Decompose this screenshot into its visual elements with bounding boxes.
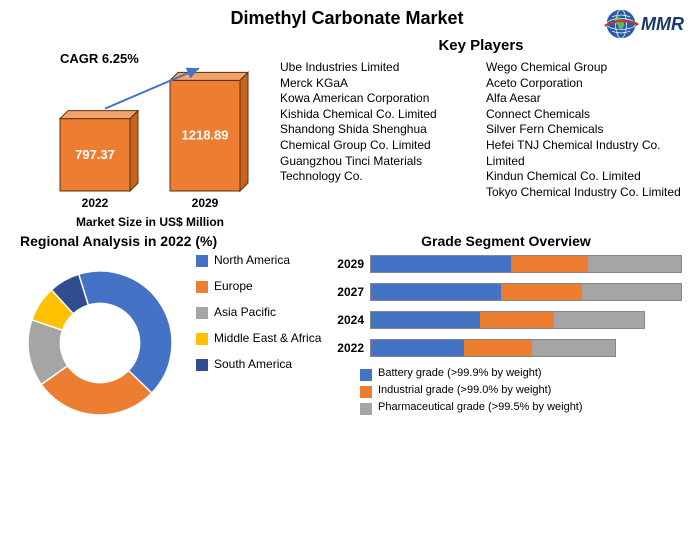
key-player-item: Hefei TNJ Chemical Industry Co. Limited — [486, 138, 682, 169]
grade-row: 2027 — [330, 283, 682, 301]
svg-text:2029: 2029 — [192, 196, 219, 210]
grade-segment — [554, 312, 644, 328]
legend-item: Middle East & Africa — [196, 331, 321, 345]
logo-text: MMR — [641, 14, 684, 35]
legend-label: Pharmaceutical grade (>99.5% by weight) — [378, 401, 583, 413]
key-player-item: Ube Industries Limited — [280, 60, 476, 76]
svg-text:2022: 2022 — [82, 196, 109, 210]
legend-item: Asia Pacific — [196, 305, 321, 319]
legend-item: Industrial grade (>99.0% by weight) — [360, 384, 682, 398]
key-players: Key Players Ube Industries LimitedMerck … — [280, 37, 694, 229]
legend-label: Middle East & Africa — [214, 331, 321, 345]
grade-segment — [532, 340, 615, 356]
grade-bar — [370, 311, 645, 329]
grade-bar — [370, 255, 682, 273]
grade-segment — [588, 256, 681, 272]
key-player-item: Shandong Shida Shenghua Chemical Group C… — [280, 122, 476, 153]
key-players-col1: Ube Industries LimitedMerck KGaAKowa Ame… — [280, 60, 476, 200]
regional-legend: North America Europe Asia Pacific Middle Ea… — [190, 253, 321, 383]
grade-segment — [480, 312, 554, 328]
donut-chart-svg — [10, 253, 190, 433]
grade-segment — [371, 284, 501, 300]
grade-segment — [511, 256, 589, 272]
legend-item: North America — [196, 253, 321, 267]
grade-bar — [370, 339, 616, 357]
grade-year-label: 2027 — [330, 285, 370, 299]
key-player-item: Alfa Aesar — [486, 91, 682, 107]
legend-item: Battery grade (>99.9% by weight) — [360, 367, 682, 381]
key-player-item: Kishida Chemical Co. Limited — [280, 107, 476, 123]
svg-text:1218.89: 1218.89 — [182, 128, 229, 143]
globe-icon — [603, 6, 639, 42]
grade-segment — [501, 284, 582, 300]
grade-segment — [464, 340, 532, 356]
key-player-item: Kindun Chemical Co. Limited — [486, 169, 682, 185]
legend-item: Europe — [196, 279, 321, 293]
legend-item: Pharmaceutical grade (>99.5% by weight) — [360, 401, 682, 415]
grade-row: 2022 — [330, 339, 682, 357]
legend-label: Battery grade (>99.9% by weight) — [378, 367, 542, 379]
bottom-row: Regional Analysis in 2022 (%) North Amer… — [0, 233, 694, 438]
legend-swatch — [196, 307, 208, 319]
grade-bar — [370, 283, 682, 301]
regional-analysis: Regional Analysis in 2022 (%) North Amer… — [0, 233, 330, 438]
key-player-item: Merck KGaA — [280, 76, 476, 92]
legend-swatch — [196, 333, 208, 345]
page-title: Dimethyl Carbonate Market — [0, 0, 694, 29]
regional-title: Regional Analysis in 2022 (%) — [20, 233, 330, 249]
key-player-item: Kowa American Corporation — [280, 91, 476, 107]
bar-chart-svg: 797.37 2022 1218.89 2029 — [20, 43, 280, 213]
legend-swatch — [360, 386, 372, 398]
grade-year-label: 2029 — [330, 257, 370, 271]
grade-segment — [371, 340, 464, 356]
key-player-item: Connect Chemicals — [486, 107, 682, 123]
grade-row: 2024 — [330, 311, 682, 329]
legend-swatch — [196, 255, 208, 267]
grade-segment — [371, 256, 511, 272]
key-player-item: Guangzhou Tinci Materials Technology Co. — [280, 154, 476, 185]
legend-label: Europe — [214, 279, 253, 293]
legend-swatch — [196, 281, 208, 293]
legend-swatch — [196, 359, 208, 371]
cagr-label: CAGR 6.25% — [60, 51, 139, 66]
grade-segment — [582, 284, 681, 300]
grade-row: 2029 — [330, 255, 682, 273]
grade-year-label: 2022 — [330, 341, 370, 355]
key-player-item: Wego Chemical Group — [486, 60, 682, 76]
key-player-item: Tokyo Chemical Industry Co. Limited — [486, 185, 682, 201]
legend-label: Asia Pacific — [214, 305, 276, 319]
key-player-item: Aceto Corporation — [486, 76, 682, 92]
legend-item: South America — [196, 357, 321, 371]
svg-text:797.37: 797.37 — [75, 147, 115, 162]
key-player-item: Silver Fern Chemicals — [486, 122, 682, 138]
grade-year-label: 2024 — [330, 313, 370, 327]
grade-bars: 2029 2027 2024 2022 — [330, 255, 682, 357]
market-size-chart: CAGR 6.25% 797.37 2022 1218.89 2029 Market … — [0, 37, 280, 229]
logo: MMR — [603, 6, 684, 42]
grade-segment — [371, 312, 480, 328]
grade-segment: Grade Segment Overview 2029202720242022 … — [330, 233, 694, 438]
legend-label: South America — [214, 357, 292, 371]
top-row: CAGR 6.25% 797.37 2022 1218.89 2029 Market … — [0, 37, 694, 229]
legend-label: Industrial grade (>99.0% by weight) — [378, 384, 551, 396]
grade-legend: Battery grade (>99.9% by weight) Industri… — [330, 367, 682, 415]
market-size-caption: Market Size in US$ Million — [20, 215, 280, 229]
key-players-col2: Wego Chemical GroupAceto CorporationAlfa… — [486, 60, 682, 200]
grade-title: Grade Segment Overview — [330, 233, 682, 249]
legend-label: North America — [214, 253, 290, 267]
legend-swatch — [360, 403, 372, 415]
legend-swatch — [360, 369, 372, 381]
